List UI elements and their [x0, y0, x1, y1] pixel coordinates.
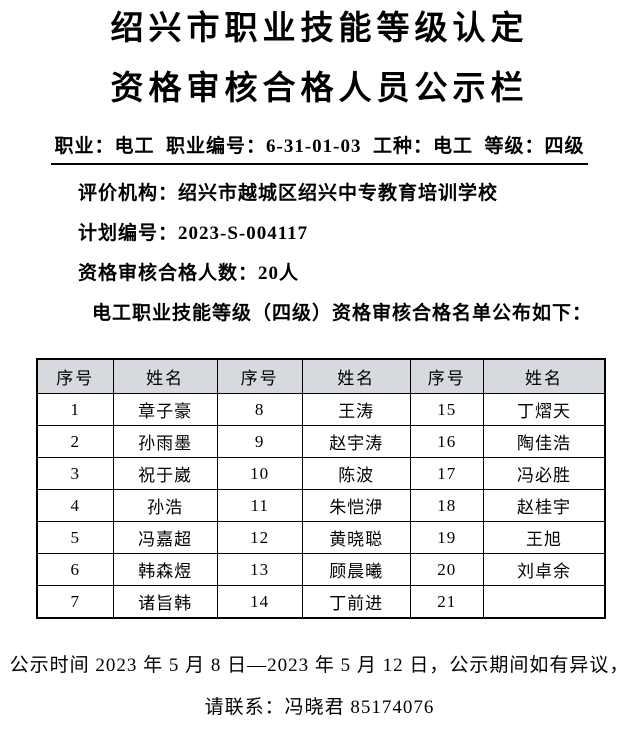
- name-cell: 陶佳浩: [482, 425, 606, 458]
- serial-cell: 17: [409, 457, 484, 490]
- name-cell: 丁前进: [301, 585, 411, 619]
- plan-number-line: 计划编号：2023-S-004117: [78, 223, 309, 244]
- header-row: 序号 姓名 序号 姓名 序号 姓名: [36, 358, 606, 394]
- serial-cell: 4: [36, 489, 114, 522]
- table-row: 3 祝于崴 10 陈波 17 冯必胜: [36, 457, 606, 490]
- serial-cell: 8: [216, 393, 303, 426]
- serial-cell: 6: [36, 553, 114, 586]
- serial-cell: 2: [36, 425, 114, 458]
- name-cell: 朱恺洢: [301, 489, 411, 522]
- name-cell: 王涛: [301, 393, 411, 426]
- occupation-meta-line: 职业：电工 职业编号：6-31-01-03 工种：电工 等级：四级: [50, 131, 589, 165]
- name-cell: 冯嘉超: [112, 521, 218, 554]
- serial-cell: 20: [409, 553, 484, 586]
- table-row: 2 孙雨墨 9 赵宇涛 16 陶佳浩: [36, 425, 606, 458]
- column-header: 序号: [409, 358, 484, 394]
- serial-cell: 18: [409, 489, 484, 522]
- meta-line-wrap: 职业：电工 职业编号：6-31-01-03 工种：电工 等级：四级: [0, 131, 639, 165]
- serial-cell: 21: [409, 585, 484, 619]
- serial-cell: 16: [409, 425, 484, 458]
- name-cell: 黄晓聪: [301, 521, 411, 554]
- page-title-line1: 绍兴市职业技能等级认定: [110, 11, 529, 47]
- column-header: 序号: [36, 358, 114, 394]
- name-cell: 王旭: [482, 521, 606, 554]
- serial-cell: 13: [216, 553, 303, 586]
- column-header: 姓名: [301, 358, 411, 394]
- serial-cell: 10: [216, 457, 303, 490]
- table-row: 5 冯嘉超 12 黄晓聪 19 王旭: [36, 521, 606, 554]
- serial-cell: 3: [36, 457, 114, 490]
- column-header: 序号: [216, 358, 303, 394]
- name-cell: 祝于崴: [112, 457, 218, 490]
- name-cell: 顾晨曦: [301, 553, 411, 586]
- table-row: 1 章子豪 8 王涛 15 丁熠天: [36, 393, 606, 426]
- roster-table-head: 序号 姓名 序号 姓名 序号 姓名: [36, 358, 606, 394]
- footer-contact-line: 请联系：冯晓君 85174076: [204, 697, 435, 718]
- name-cell: 丁熠天: [482, 393, 606, 426]
- name-cell: 陈波: [301, 457, 411, 490]
- page-title-line2: 资格审核合格人员公示栏: [110, 71, 529, 107]
- table-row: 7 诸旨韩 14 丁前进 21: [36, 585, 606, 619]
- qualified-count-line: 资格审核合格人数：20人: [78, 263, 300, 284]
- column-header: 姓名: [482, 358, 606, 394]
- serial-cell: 1: [36, 393, 114, 426]
- list-intro-line: 电工职业技能等级（四级）资格审核合格名单公布如下：: [92, 303, 593, 324]
- table-row: 6 韩森煜 13 顾晨曦 20 刘卓余: [36, 553, 606, 586]
- serial-cell: 11: [216, 489, 303, 522]
- roster-table-body: 1 章子豪 8 王涛 15 丁熠天 2 孙雨墨 9 赵宇涛 16 陶佳浩 3 祝于崴 10 陈波 17 冯必胜 4 孙…: [36, 393, 606, 619]
- name-cell: 冯必胜: [482, 457, 606, 490]
- name-cell: 章子豪: [112, 393, 218, 426]
- name-cell: 孙雨墨: [112, 425, 218, 458]
- name-cell: 孙浩: [112, 489, 218, 522]
- serial-cell: 14: [216, 585, 303, 619]
- serial-cell: 7: [36, 585, 114, 619]
- serial-cell: 12: [216, 521, 303, 554]
- name-cell: 赵宇涛: [301, 425, 411, 458]
- footer-period-line: 公示时间 2023 年 5 月 8 日—2023 年 5 月 12 日，公示期间…: [9, 655, 630, 676]
- serial-cell: 9: [216, 425, 303, 458]
- serial-cell: 5: [36, 521, 114, 554]
- evaluator-line: 评价机构：绍兴市越城区绍兴中专教育培训学校: [78, 183, 499, 204]
- serial-cell: 19: [409, 521, 484, 554]
- roster-table: 序号 姓名 序号 姓名 序号 姓名 1 章子豪 8 王涛 15 丁熠天 2 孙雨墨 9 赵宇涛 16 陶佳浩 3 祝…: [36, 358, 606, 619]
- name-cell: 赵桂宇: [482, 489, 606, 522]
- table-row: 4 孙浩 11 朱恺洢 18 赵桂宇: [36, 489, 606, 522]
- column-header: 姓名: [112, 358, 218, 394]
- name-cell: [482, 585, 606, 619]
- name-cell: 韩森煜: [112, 553, 218, 586]
- name-cell: 刘卓余: [482, 553, 606, 586]
- name-cell: 诸旨韩: [112, 585, 218, 619]
- serial-cell: 15: [409, 393, 484, 426]
